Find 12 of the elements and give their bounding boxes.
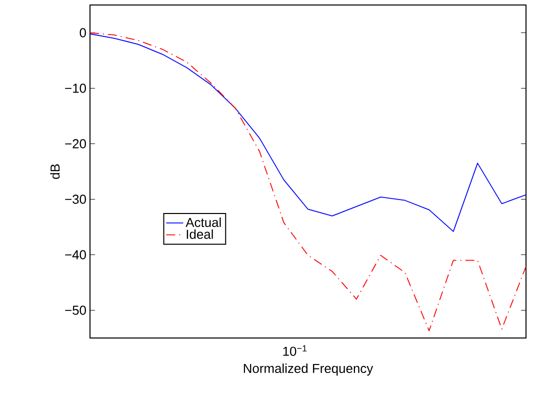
y-axis-title: dB [50,164,60,179]
y-tick-label: −20 [65,139,86,148]
y-tick-label: −10 [65,84,86,93]
legend-label: Actual [186,218,221,228]
y-tick-label: −40 [65,250,86,260]
x-axis-title: Normalized Frequency [244,364,374,376]
y-tick-label: −50 [65,306,86,315]
legend-label: Ideal [186,229,213,239]
line-series [90,32,526,332]
y-tick-label: 0 [80,28,86,38]
text: 10$^{−1}$ [283,345,307,356]
y-tick-label: −30 [65,194,86,204]
